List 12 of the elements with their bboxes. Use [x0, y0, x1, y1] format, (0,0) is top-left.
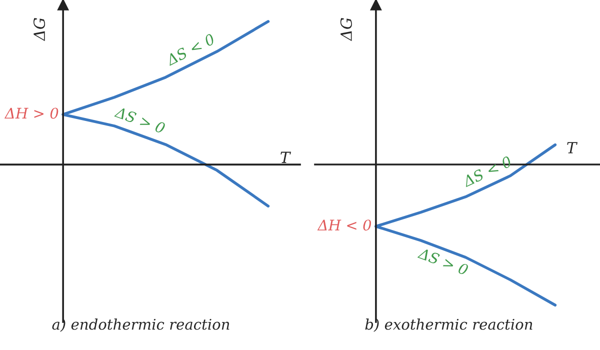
text: b) exothermic reaction	[365, 318, 532, 332]
x-axis-title: T	[567, 142, 578, 154]
y-axis-title: ΔG	[33, 18, 46, 42]
annotation: ΔH < 0	[317, 220, 372, 231]
annotation: ΔS > 0	[114, 106, 166, 134]
y-axis-title: ΔG	[340, 18, 352, 42]
annotation: ΔS < 0	[461, 156, 512, 188]
text: a) endothermic reaction	[52, 318, 230, 332]
x-axis-title: T	[280, 152, 292, 163]
annotation: ΔS < 0	[164, 33, 216, 66]
annotation: ΔS > 0	[417, 247, 469, 276]
annotation: ΔH > 0	[4, 108, 58, 119]
